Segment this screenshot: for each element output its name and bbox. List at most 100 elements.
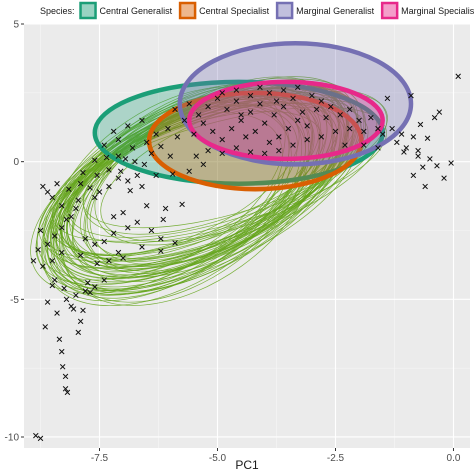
data-point [420, 164, 426, 170]
legend-label: Central Specialist [199, 6, 270, 16]
data-point [141, 161, 148, 168]
data-point [193, 153, 200, 159]
data-point [243, 134, 249, 140]
data-point [398, 131, 405, 137]
data-point [417, 121, 424, 128]
data-point [200, 120, 207, 126]
data-point [117, 168, 124, 175]
data-point [120, 209, 126, 216]
species-ellipse-fill [179, 43, 412, 165]
data-point [346, 125, 353, 132]
cluster-ellipse [52, 94, 342, 279]
data-point [174, 134, 181, 140]
data-point [115, 136, 122, 143]
data-point [143, 139, 150, 146]
data-point [49, 282, 56, 289]
y-tick-label: -5 [10, 295, 19, 306]
data-point [162, 205, 169, 212]
data-point [106, 183, 112, 190]
data-point [44, 189, 51, 195]
data-point [59, 224, 65, 231]
cluster-ellipse [63, 86, 366, 270]
data-point [158, 235, 164, 242]
data-point [125, 224, 131, 231]
data-point [153, 172, 159, 179]
data-point [59, 364, 66, 370]
data-point [200, 161, 207, 168]
data-point [285, 125, 292, 132]
data-point [379, 131, 386, 137]
data-point [181, 117, 188, 124]
legend-label: Marginal Generalist [296, 6, 375, 16]
data-point [247, 149, 254, 155]
data-point [94, 172, 100, 179]
x-tick-label: -5.0 [209, 453, 227, 464]
data-point [224, 106, 230, 113]
data-point [92, 157, 98, 164]
data-point [44, 241, 51, 248]
data-point [120, 255, 126, 261]
cluster-ellipse [100, 88, 388, 242]
data-point [73, 205, 79, 212]
data-point [233, 145, 240, 151]
legend-key [275, 1, 294, 20]
data-point [294, 117, 301, 124]
data-point [139, 183, 145, 190]
data-point [394, 139, 400, 146]
data-point [384, 95, 391, 102]
data-point [210, 128, 216, 135]
x-axis-title: PC1 [235, 458, 259, 472]
data-point [172, 106, 178, 113]
data-point [110, 213, 117, 220]
data-point [436, 109, 443, 115]
data-point [87, 185, 93, 191]
data-point [233, 98, 240, 104]
data-point [82, 235, 89, 242]
legend-label: Central Generalist [100, 6, 173, 16]
data-point [35, 247, 41, 253]
legend-key [79, 1, 97, 20]
data-point [63, 296, 70, 303]
data-point [290, 142, 296, 148]
data-point [62, 386, 69, 392]
data-point [59, 249, 65, 256]
data-point [134, 219, 141, 225]
data-point [257, 101, 263, 107]
data-point [342, 142, 348, 148]
data-point [106, 258, 112, 264]
data-point [323, 114, 329, 121]
data-point [356, 117, 362, 124]
data-point [158, 143, 164, 150]
cluster-ellipse [82, 85, 359, 235]
data-point [115, 249, 122, 256]
data-point [361, 128, 367, 135]
data-point [94, 260, 100, 267]
data-point [375, 145, 381, 151]
legend-entry: Marginal Generalist [275, 1, 375, 20]
data-point [101, 238, 107, 245]
data-point [238, 117, 244, 124]
legend-entry: Central Specialist [178, 1, 270, 20]
species-ellipse-outline [146, 90, 364, 192]
data-point [87, 289, 93, 296]
data-point [205, 103, 211, 110]
data-point [92, 284, 98, 290]
data-point [139, 117, 145, 124]
legend-entry: Central Generalist [79, 1, 173, 20]
data-point [68, 303, 74, 309]
data-point [401, 149, 407, 155]
data-point [219, 136, 225, 143]
data-point [165, 125, 171, 132]
x-tick-label: 0.0 [447, 453, 461, 464]
data-point [273, 98, 280, 104]
legend-entry: Marginal Specialist [380, 1, 474, 20]
data-point [40, 183, 46, 190]
data-point [77, 318, 84, 325]
data-point [290, 95, 296, 102]
data-point [75, 197, 82, 203]
data-point [153, 131, 159, 137]
data-point [434, 163, 440, 169]
data-point [219, 90, 225, 96]
data-point [455, 73, 461, 80]
